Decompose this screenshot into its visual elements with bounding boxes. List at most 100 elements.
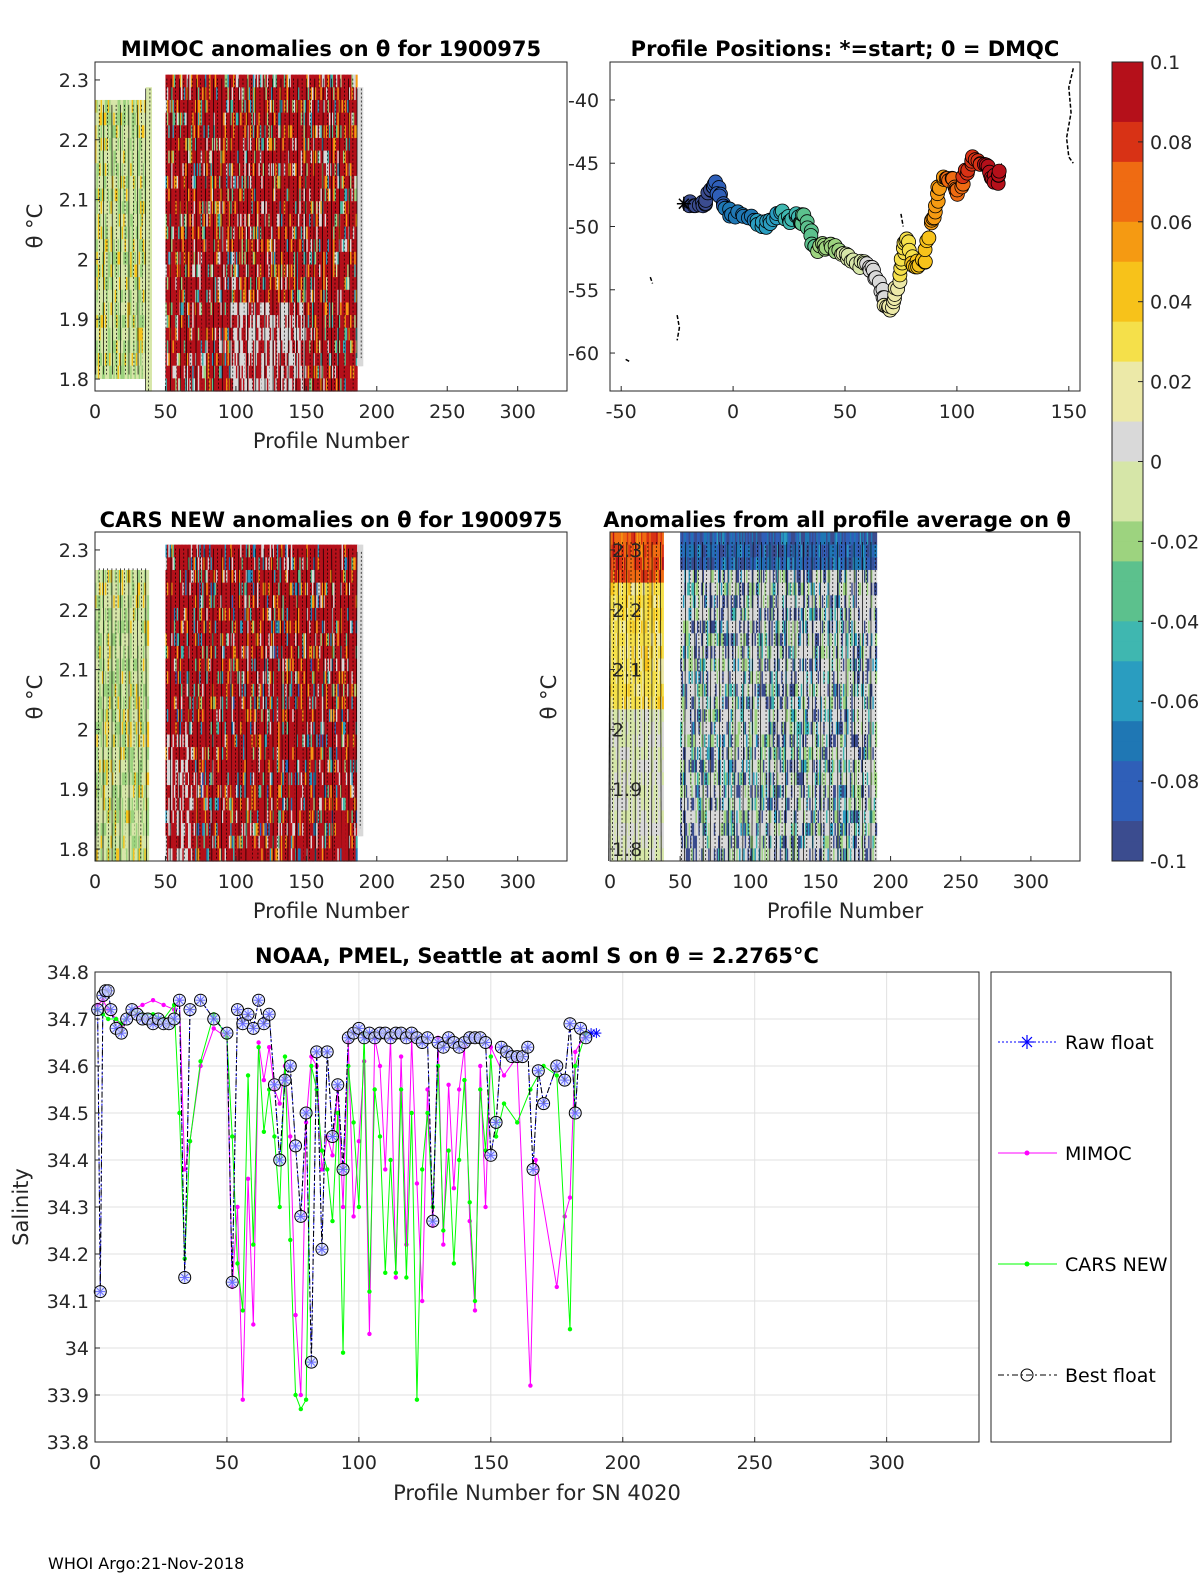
colorbar-band [1112,601,1143,621]
mimoc-yticks: 2.32.22.121.91.8 [59,70,100,391]
colorbar-tick-label: 0.1 [1150,52,1180,74]
y-tick-label: -60 [568,343,599,365]
heatmap-cell [361,328,363,341]
heatmap-cell [150,138,152,151]
x-tick-label: 50 [833,401,857,423]
x-tick-label: 150 [1051,401,1087,423]
heatmap-cell [150,353,152,366]
colorbar-band [1112,422,1143,442]
figure: MIMOC anomalies on θ for 1900975 Profile… [0,0,1200,1575]
colorbar-band [1112,741,1143,761]
colorbar-band [1112,62,1143,82]
heatmap-cell [361,214,363,227]
heatmap-cell [356,366,358,379]
colorbar-tick-label: -0.02 [1150,531,1199,553]
heatmap-cell [150,315,152,328]
colorbar-band [1112,781,1143,801]
y-tick-label: 1.9 [59,309,89,331]
heatmap-cell [150,125,152,138]
heatmap-cell [361,277,363,290]
colorbar-band [1112,641,1143,661]
y-tick-label: 2 [77,249,89,271]
x-tick-label: -50 [606,401,637,423]
colorbar-band [1112,322,1143,342]
colorbar-band [1112,521,1143,541]
colorbar-band [1112,462,1143,482]
colorbar-band [1112,621,1143,641]
colorbar-band [1112,821,1143,841]
positions-xticks: -50 0 50 100 150 [606,386,1087,423]
y-tick-label: -40 [568,90,599,112]
heatmap-cell [361,227,363,240]
heatmap-cell [150,163,152,176]
heatmap-cell [150,176,152,189]
heatmap-cell [150,227,152,240]
positions-yticks: -40-45-50-55-60 [568,90,615,365]
heatmap-cell [150,340,152,353]
colorbar-band [1112,581,1143,601]
colorbar-band [1112,561,1143,581]
colorbar-band [1112,302,1143,322]
colorbar-band [1112,442,1143,462]
x-tick-label: 100 [939,401,975,423]
colorbar-band [1112,661,1143,681]
colorbar-band [1112,841,1143,861]
mimoc-ylabel: θ °C [23,204,47,249]
heatmap-cell [150,277,152,290]
colorbar-band [1112,701,1143,721]
cars-panel: CARS NEW anomalies on θ for 1900975 Prof… [23,508,567,923]
coastline [626,359,630,362]
colorbar-band [1112,222,1143,242]
colorbar-tick-label: 0.04 [1150,292,1192,314]
start-marker [677,197,691,211]
mimoc-panel: MIMOC anomalies on θ for 1900975 Profile… [23,37,567,453]
colorbar-tick-label: -0.1 [1150,851,1187,873]
colorbar-band [1112,122,1143,142]
profile-position-marker [992,164,1006,178]
x-tick-label: 200 [359,401,395,423]
heatmap-cell [361,201,363,214]
colorbar-band [1112,761,1143,781]
heatmap-cell [361,290,363,303]
mimoc-xlabel: Profile Number [253,429,410,453]
colorbar-band [1112,541,1143,561]
heatmap-cell [356,378,358,391]
colorbar-band [1112,242,1143,262]
heatmap-cell [361,189,363,202]
heatmap-cell [150,328,152,341]
x-tick-label: 150 [288,401,324,423]
coastline [1067,68,1074,163]
colorbar-band [1112,501,1143,521]
colorbar-band [1112,721,1143,741]
colorbar-ticks: 0.10.080.060.040.020-0.02-0.04-0.06-0.08… [1138,52,1199,873]
profile-position-marker [922,231,936,245]
heatmap-cell [150,252,152,265]
heatmap-cell [150,264,152,277]
colorbar-tick-label: -0.06 [1150,691,1199,713]
heatmap-cell [150,290,152,303]
positions-track [677,150,1006,317]
x-tick-label: 50 [153,401,177,423]
cars-heatmap [95,545,363,862]
heatmap-cell [361,340,363,353]
heatmap-cell [150,189,152,202]
colorbar-band [1112,481,1143,501]
coastline [901,214,903,227]
y-tick-label: 1.8 [59,369,89,391]
mimoc-heatmap [95,75,363,392]
colorbar-band [1112,382,1143,402]
colorbar-band [1112,402,1143,422]
heatmap-cell [150,214,152,227]
colorbar-tick-label: 0.06 [1150,212,1192,234]
y-tick-label: 2.3 [59,70,89,92]
coastline [650,277,652,283]
positions-panel: Profile Positions: *=start; 0 = DMQC -50… [568,37,1087,423]
colorbar-band [1112,342,1143,362]
heatmap-cell [361,113,363,126]
colorbar-band [1112,202,1143,222]
colorbar: 0.10.080.060.040.020-0.02-0.04-0.06-0.08… [1112,52,1199,873]
colorbar-tick-label: 0.02 [1150,372,1192,394]
heatmap-cell [150,302,152,315]
heatmap-cell [361,264,363,277]
colorbar-band [1112,82,1143,102]
